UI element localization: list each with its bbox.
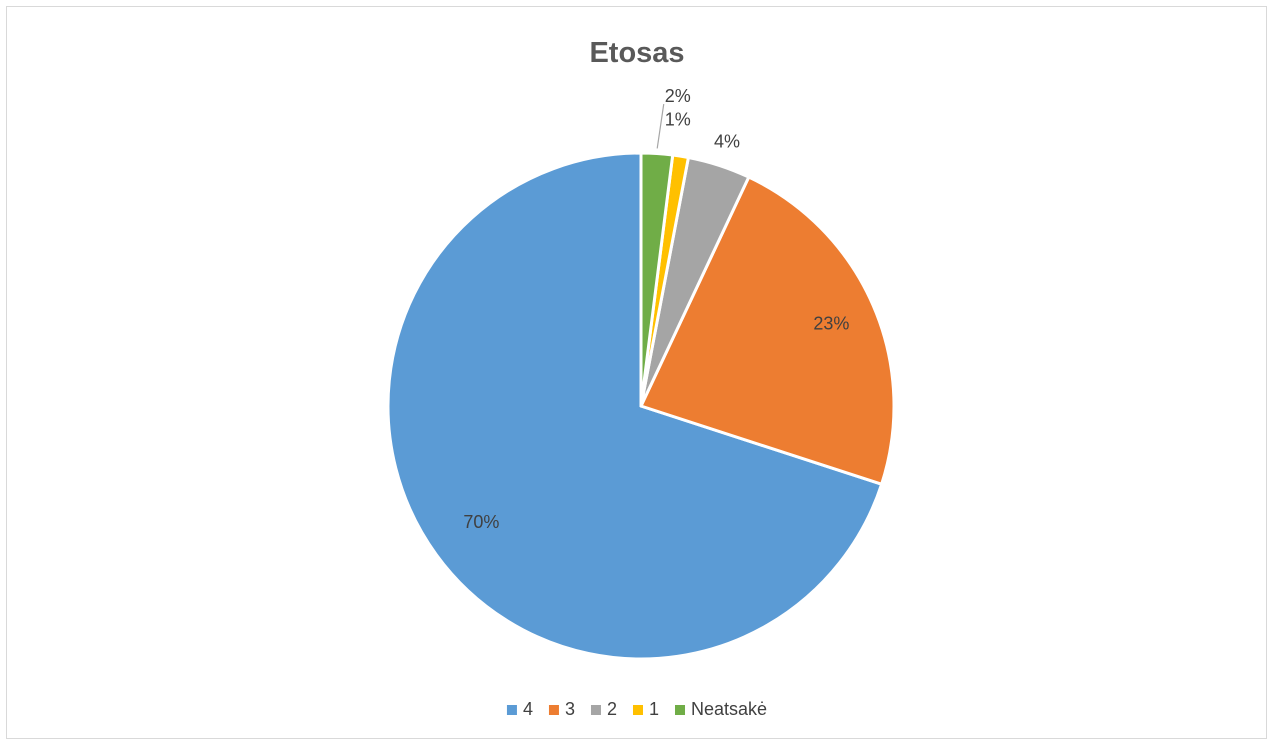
legend-item-neatsakė: Neatsakė [675,699,767,719]
legend-swatch-4 [506,705,517,715]
legend: 4 3 2 1 Neatsakė [506,699,767,719]
legend-swatch-1 [632,705,643,715]
legend-label-4: 4 [523,699,533,719]
data-label-4: 70% [463,512,499,532]
legend-swatch-3 [548,705,559,715]
data-label-3: 23% [813,314,849,334]
legend-label-3: 3 [565,699,575,719]
data-label-1: 1% [665,110,691,130]
legend-label-2: 2 [607,699,617,719]
legend-swatch-neatsakė [675,705,686,715]
pie-slice-neatsakė [639,151,675,408]
pie-slice-3 [639,175,896,486]
legend-item-4: 4 [506,699,533,719]
legend-item-2: 2 [590,699,617,719]
legend-item-1: 1 [632,699,659,719]
pie-slice-4 [386,151,884,661]
data-label-2: 4% [714,131,740,151]
data-labels: 70% 23% 4% 1% 2% [463,86,849,532]
legend-label-1: 1 [649,699,659,719]
pie-slices [386,151,896,661]
data-label-neatsakė: 2% [665,86,691,106]
leader-line-neatsakė [656,103,665,149]
legend-item-3: 3 [548,699,575,719]
chart-title: Etosas [589,37,684,69]
legend-label-neatsakė: Neatsakė [691,699,767,719]
legend-swatch-2 [590,705,601,715]
